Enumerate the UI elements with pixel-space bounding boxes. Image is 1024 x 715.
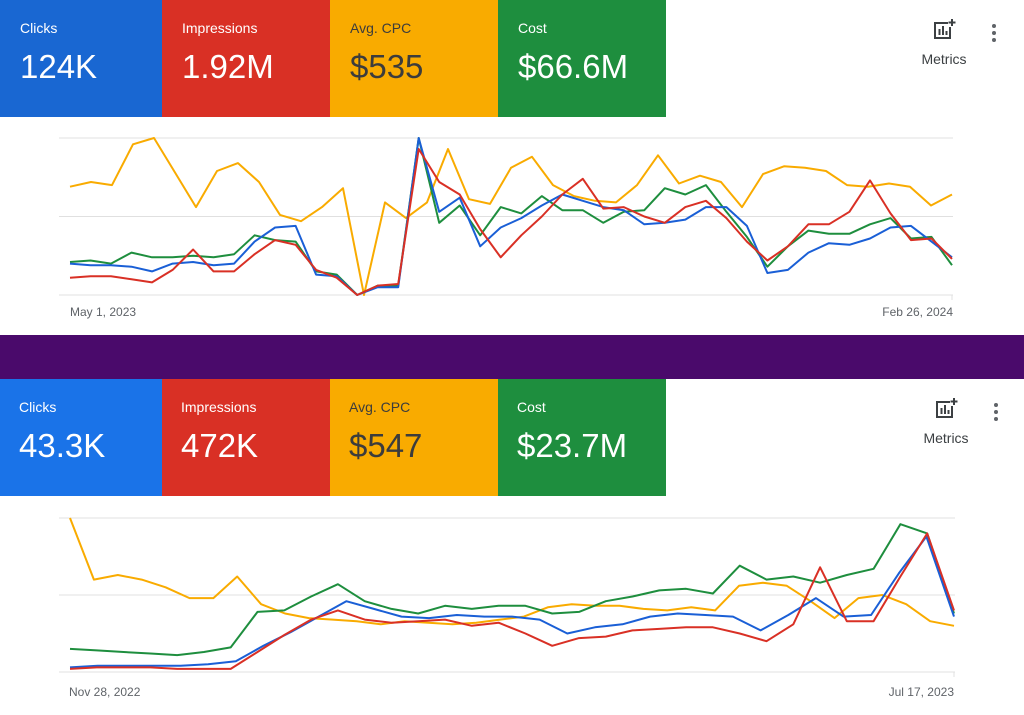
cost-tile[interactable]: Cost $23.7M [498, 379, 666, 496]
series-line-avg-cpc[interactable] [69, 517, 955, 627]
avg-cpc-label: Avg. CPC [349, 399, 411, 415]
cost-tile[interactable]: Cost $66.6M [498, 0, 666, 117]
impressions-tile[interactable]: Impressions 472K [162, 379, 330, 496]
more-options-button[interactable] [990, 401, 1002, 425]
cost-label: Cost [517, 399, 546, 415]
impressions-label: Impressions [181, 399, 257, 415]
more-options-button[interactable] [988, 22, 1000, 46]
impressions-tile[interactable]: Impressions 1.92M [162, 0, 330, 117]
line-chart-bottom [59, 517, 955, 677]
clicks-label: Clicks [19, 399, 57, 415]
cost-value: $66.6M [518, 48, 629, 85]
x-axis-end-label: Feb 26, 2024 [882, 305, 953, 319]
series-line-cost[interactable] [69, 523, 955, 657]
cost-label: Cost [518, 20, 547, 36]
series-line-avg-cpc[interactable] [69, 137, 953, 296]
performance-panel-bottom: Clicks 43.3K Impressions 472K Avg. CPC $… [0, 379, 1024, 715]
impressions-label: Impressions [182, 20, 258, 36]
chart-add-icon [936, 397, 958, 418]
avg-cpc-label: Avg. CPC [350, 20, 412, 36]
avg-cpc-value: $535 [350, 48, 424, 85]
more-vert-icon [994, 403, 998, 407]
cost-value: $23.7M [517, 427, 628, 464]
more-vert-icon [992, 24, 996, 28]
x-axis-start-label: May 1, 2023 [70, 305, 137, 319]
clicks-tile[interactable]: Clicks 124K [0, 0, 162, 117]
chart-add-icon [934, 18, 956, 39]
series-line-impressions[interactable] [69, 148, 953, 296]
series-line-clicks[interactable] [69, 137, 953, 296]
x-axis-start-label: Nov 28, 2022 [69, 685, 141, 699]
x-axis-end-label: Jul 17, 2023 [888, 685, 954, 699]
performance-panel-top: Clicks 124K Impressions 1.92M Avg. CPC $… [0, 0, 1024, 335]
impressions-value: 1.92M [182, 48, 274, 85]
metrics-button[interactable]: Metrics [914, 18, 974, 67]
metrics-label: Metrics [921, 51, 967, 67]
clicks-value: 43.3K [19, 427, 106, 464]
series-line-clicks[interactable] [69, 535, 955, 669]
series-line-cost[interactable] [69, 137, 953, 296]
avg-cpc-value: $547 [349, 427, 423, 464]
clicks-value: 124K [20, 48, 98, 85]
line-chart-top [59, 137, 953, 300]
panel-divider [0, 335, 1024, 379]
impressions-value: 472K [181, 427, 259, 464]
series-line-impressions[interactable] [69, 532, 955, 670]
metrics-label: Metrics [923, 430, 969, 446]
clicks-label: Clicks [20, 20, 58, 36]
avg-cpc-tile[interactable]: Avg. CPC $535 [330, 0, 498, 117]
avg-cpc-tile[interactable]: Avg. CPC $547 [330, 379, 498, 496]
metrics-button[interactable]: Metrics [916, 397, 976, 446]
clicks-tile[interactable]: Clicks 43.3K [0, 379, 162, 496]
